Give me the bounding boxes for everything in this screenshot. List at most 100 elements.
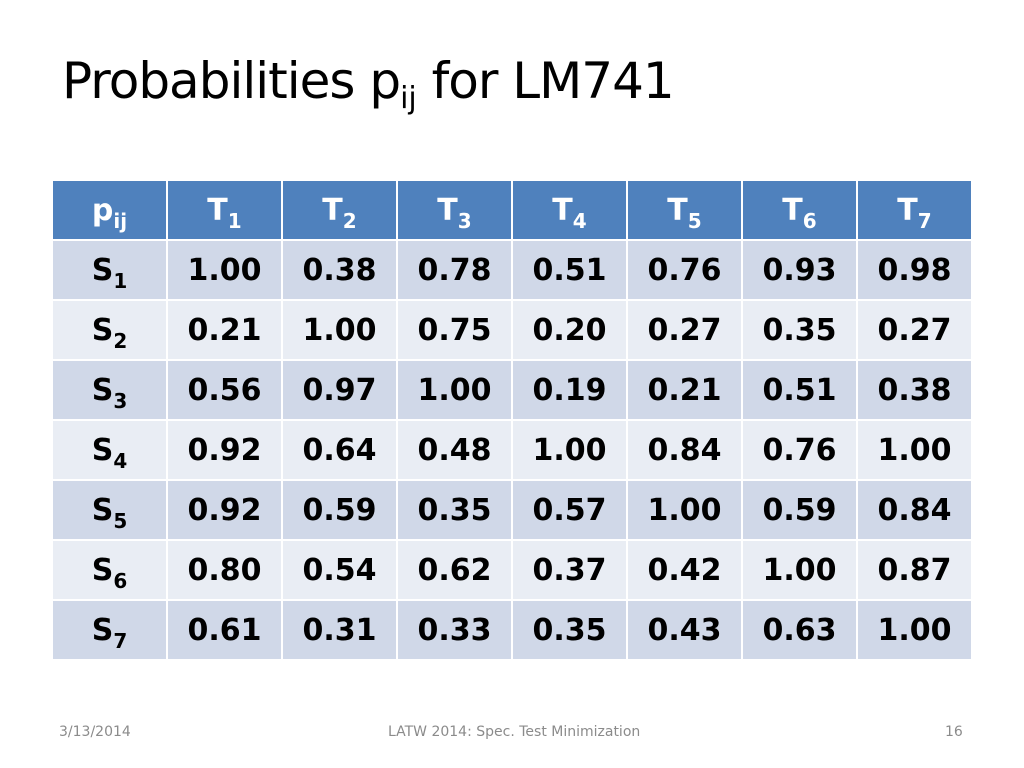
table-cell: 0.37 — [511, 539, 628, 601]
column-header-base: T — [207, 192, 228, 228]
table-cell: 0.27 — [856, 299, 973, 361]
title-subscript: ij — [400, 81, 417, 116]
row-header-sub: 6 — [113, 568, 128, 593]
table-cell: 0.93 — [741, 239, 858, 301]
column-header-sub: 7 — [917, 208, 932, 233]
row-header-s6: S6 — [51, 539, 168, 601]
table-cell: 0.78 — [396, 239, 513, 301]
table-cell: 0.33 — [396, 599, 513, 661]
probability-table-container: pij T1 T2 T3 T4 T5 T6 T7 S1 1.00 0.38 0.… — [51, 179, 973, 661]
table-row-s7: S7 0.61 0.31 0.33 0.35 0.43 0.63 1.00 — [51, 599, 973, 661]
table-row-s3: S3 0.56 0.97 1.00 0.19 0.21 0.51 0.38 — [51, 359, 973, 421]
row-header-s1: S1 — [51, 239, 168, 301]
title-text: Probabilities p — [62, 52, 401, 110]
row-header-base: S — [91, 492, 114, 528]
table-cell: 0.20 — [511, 299, 628, 361]
column-header-sub: 2 — [342, 208, 357, 233]
table-cell: 0.31 — [281, 599, 398, 661]
table-row-s4: S4 0.92 0.64 0.48 1.00 0.84 0.76 1.00 — [51, 419, 973, 481]
table-cell: 1.00 — [856, 419, 973, 481]
table-cell: 0.51 — [511, 239, 628, 301]
table-cell: 0.62 — [396, 539, 513, 601]
column-header-t6: T6 — [741, 179, 858, 241]
table-cell: 0.57 — [511, 479, 628, 541]
title-suffix: for LM741 — [416, 52, 675, 110]
column-header-sub: 6 — [802, 208, 817, 233]
table-cell: 0.19 — [511, 359, 628, 421]
table-cell: 0.38 — [856, 359, 973, 421]
row-header-sub: 2 — [113, 328, 128, 353]
table-cell: 0.75 — [396, 299, 513, 361]
table-row-s1: S1 1.00 0.38 0.78 0.51 0.76 0.93 0.98 — [51, 239, 973, 301]
row-header-sub: 1 — [113, 268, 128, 293]
row-header-base: S — [91, 372, 114, 408]
table-cell: 0.38 — [281, 239, 398, 301]
table-cell: 1.00 — [626, 479, 743, 541]
table-cell: 0.97 — [281, 359, 398, 421]
column-header-t1: T1 — [166, 179, 283, 241]
row-header-sub: 5 — [113, 508, 128, 533]
table-cell: 0.48 — [396, 419, 513, 481]
row-header-s7: S7 — [51, 599, 168, 661]
table-cell: 0.61 — [166, 599, 283, 661]
column-header-base: T — [437, 192, 458, 228]
table-cell: 0.98 — [856, 239, 973, 301]
table-row-s6: S6 0.80 0.54 0.62 0.37 0.42 1.00 0.87 — [51, 539, 973, 601]
row-header-base: S — [91, 252, 114, 288]
corner-base: p — [91, 192, 114, 228]
table-cell: 0.21 — [166, 299, 283, 361]
corner-sub: ij — [113, 208, 128, 233]
table-cell: 0.84 — [856, 479, 973, 541]
row-header-s2: S2 — [51, 299, 168, 361]
footer-date: 3/13/2014 — [59, 724, 131, 740]
table-cell: 1.00 — [281, 299, 398, 361]
row-header-sub: 3 — [113, 388, 128, 413]
row-header-s5: S5 — [51, 479, 168, 541]
table-cell: 0.51 — [741, 359, 858, 421]
column-header-t7: T7 — [856, 179, 973, 241]
column-header-sub: 3 — [457, 208, 472, 233]
header-corner: pij — [51, 179, 168, 241]
table-cell: 1.00 — [511, 419, 628, 481]
row-header-s3: S3 — [51, 359, 168, 421]
table-cell: 0.76 — [626, 239, 743, 301]
row-header-base: S — [91, 552, 114, 588]
table-cell: 0.80 — [166, 539, 283, 601]
table-cell: 0.35 — [741, 299, 858, 361]
column-header-base: T — [667, 192, 688, 228]
table-cell: 1.00 — [741, 539, 858, 601]
page-number: 16 — [945, 724, 963, 740]
table-row-s2: S2 0.21 1.00 0.75 0.20 0.27 0.35 0.27 — [51, 299, 973, 361]
row-header-sub: 7 — [113, 628, 128, 653]
row-header-base: S — [91, 432, 114, 468]
table-cell: 0.59 — [741, 479, 858, 541]
table-cell: 0.35 — [511, 599, 628, 661]
row-header-base: S — [91, 612, 114, 648]
column-header-base: T — [897, 192, 918, 228]
row-header-s4: S4 — [51, 419, 168, 481]
column-header-t3: T3 — [396, 179, 513, 241]
row-header-sub: 4 — [113, 448, 128, 473]
table-cell: 1.00 — [856, 599, 973, 661]
table-header-row: pij T1 T2 T3 T4 T5 T6 T7 — [51, 179, 973, 241]
table-cell: 0.92 — [166, 479, 283, 541]
table-row-s5: S5 0.92 0.59 0.35 0.57 1.00 0.59 0.84 — [51, 479, 973, 541]
table-cell: 1.00 — [396, 359, 513, 421]
table-cell: 0.56 — [166, 359, 283, 421]
column-header-sub: 1 — [227, 208, 242, 233]
table-cell: 0.92 — [166, 419, 283, 481]
table-cell: 0.35 — [396, 479, 513, 541]
table-cell: 0.21 — [626, 359, 743, 421]
slide-title: Probabilities pij for LM741 — [62, 48, 675, 116]
column-header-base: T — [322, 192, 343, 228]
table-cell: 0.87 — [856, 539, 973, 601]
table-cell: 0.63 — [741, 599, 858, 661]
footer-title: LATW 2014: Spec. Test Minimization — [388, 724, 641, 740]
table-cell: 0.76 — [741, 419, 858, 481]
column-header-base: T — [552, 192, 573, 228]
row-header-base: S — [91, 312, 114, 348]
table-cell: 0.59 — [281, 479, 398, 541]
probability-table: pij T1 T2 T3 T4 T5 T6 T7 S1 1.00 0.38 0.… — [51, 179, 973, 661]
table-cell: 0.54 — [281, 539, 398, 601]
